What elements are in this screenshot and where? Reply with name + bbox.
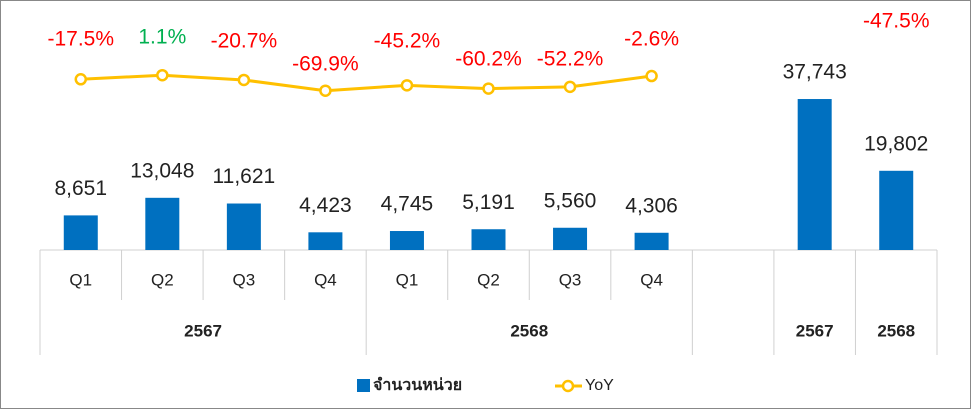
line bbox=[80, 73, 652, 93]
x-tick-label: Q3 bbox=[233, 270, 256, 289]
bar bbox=[226, 203, 261, 250]
value-label: 4,745 bbox=[381, 193, 434, 216]
value-label: -2.6% bbox=[624, 28, 679, 51]
value-label: 19,802 bbox=[864, 132, 928, 155]
legend-label: จำนวนหน่วย bbox=[373, 376, 462, 394]
group-label: 2567 bbox=[184, 321, 222, 340]
value-label: -60.2% bbox=[455, 48, 522, 71]
value-label: -69.9% bbox=[292, 53, 359, 76]
bar bbox=[63, 215, 98, 250]
bar bbox=[634, 232, 669, 250]
marker bbox=[156, 68, 169, 82]
value-label: 37,743 bbox=[783, 61, 847, 84]
marker bbox=[319, 84, 332, 97]
x-tick-label: Q1 bbox=[396, 270, 419, 289]
x-tick-label: Q3 bbox=[559, 270, 582, 289]
x-tick-label: Q4 bbox=[314, 270, 337, 289]
value-label: 1.1% bbox=[138, 26, 186, 49]
bar bbox=[797, 99, 832, 250]
marker bbox=[74, 73, 88, 86]
legend-swatch bbox=[561, 379, 575, 393]
x-tick-label: Q1 bbox=[69, 270, 92, 289]
bar bbox=[879, 170, 914, 250]
legend-label: YoY bbox=[585, 377, 614, 394]
value-label: 4,423 bbox=[299, 194, 352, 217]
value-label: 8,651 bbox=[54, 177, 107, 200]
group-label: 2568 bbox=[510, 321, 548, 340]
value-label: 13,048 bbox=[130, 159, 194, 182]
bar bbox=[471, 229, 506, 250]
value-label: -45.2% bbox=[374, 30, 441, 53]
marker bbox=[563, 80, 577, 94]
x-tick-label: Q2 bbox=[151, 270, 174, 289]
bar bbox=[308, 232, 343, 250]
value-label: -20.7% bbox=[211, 30, 278, 53]
bar bbox=[553, 227, 588, 250]
value-label: 4,306 bbox=[625, 194, 678, 217]
marker bbox=[645, 69, 658, 83]
marker bbox=[237, 73, 251, 87]
value-label: 5,191 bbox=[462, 191, 515, 214]
legend-swatch bbox=[357, 379, 370, 392]
x-tick-label: Q2 bbox=[477, 270, 500, 289]
value-label: 11,621 bbox=[213, 165, 276, 188]
x-tick-label: Q4 bbox=[640, 270, 663, 289]
bar bbox=[145, 197, 180, 250]
value-label: -17.5% bbox=[47, 28, 114, 51]
value-label: 5,560 bbox=[544, 189, 597, 212]
group-label: 2568 bbox=[877, 321, 915, 340]
marker bbox=[400, 79, 414, 92]
value-label: -47.5% bbox=[863, 10, 930, 33]
marker bbox=[482, 82, 495, 95]
bar bbox=[389, 231, 424, 250]
value-label: -52.2% bbox=[537, 48, 604, 71]
group-label: 2567 bbox=[796, 321, 834, 340]
